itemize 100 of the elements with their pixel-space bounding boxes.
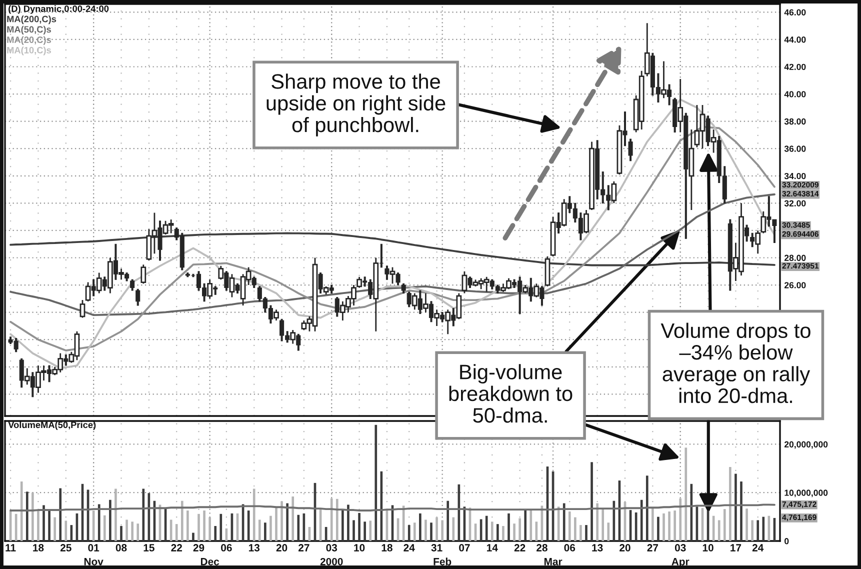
category-label: 03 2000 xyxy=(320,544,343,566)
bar xyxy=(270,516,272,541)
x-tick-label: 10 xyxy=(354,544,365,552)
y-tick-label: 40.00 xyxy=(784,91,806,98)
bar xyxy=(103,515,106,541)
annotation: Volume drops to –34% below average on rally into 20-dma. xyxy=(660,322,810,404)
bar xyxy=(485,516,488,541)
y-tick-label: 20,000,000 xyxy=(784,441,828,449)
bar xyxy=(574,517,576,541)
annotation: Sharp move to the upside on right side of punchbowl. xyxy=(266,74,446,136)
bar xyxy=(286,503,288,541)
bar xyxy=(508,513,510,541)
bar xyxy=(374,424,378,541)
bar xyxy=(275,508,278,541)
x-tick-label: 28 xyxy=(536,544,548,552)
bar xyxy=(424,520,427,541)
bar xyxy=(192,532,194,541)
bar xyxy=(530,510,532,541)
x-tick-label: 06 xyxy=(564,544,576,552)
y-tick-label: 0 xyxy=(784,538,789,544)
bar xyxy=(347,504,350,541)
x-tick-label: 14 xyxy=(487,544,498,552)
bar xyxy=(502,526,504,541)
bar xyxy=(607,522,610,541)
bar xyxy=(131,522,134,541)
bar xyxy=(723,509,726,541)
line-series xyxy=(10,232,776,266)
bar xyxy=(585,525,588,541)
bar xyxy=(413,522,416,541)
bar xyxy=(568,511,571,541)
bar xyxy=(186,510,189,541)
bar xyxy=(20,481,23,541)
bar xyxy=(330,498,333,541)
x-tick-label: 24 xyxy=(404,544,415,552)
annotation: Big-volume breakdown to 50-dma. xyxy=(449,364,572,423)
text: MA(200,C)s xyxy=(7,16,56,24)
bar xyxy=(142,488,145,541)
bar xyxy=(37,510,40,541)
bar xyxy=(718,520,720,541)
x-tick-label: 27 xyxy=(298,544,310,552)
bar xyxy=(513,524,516,541)
x-tick-label: 13 xyxy=(248,544,260,552)
bar xyxy=(657,516,660,541)
bar xyxy=(342,509,344,541)
bar xyxy=(640,500,643,541)
bar xyxy=(292,496,294,541)
x-tick-label: 20 xyxy=(276,544,288,552)
bar xyxy=(48,510,50,541)
bar xyxy=(679,498,682,541)
candlestick xyxy=(80,299,86,318)
x-tick-label: 07 xyxy=(459,544,470,552)
bar xyxy=(264,522,266,541)
bar xyxy=(220,514,222,541)
bar xyxy=(109,500,112,541)
bar xyxy=(746,508,748,541)
text: MA(20,C)s xyxy=(7,36,51,45)
bar xyxy=(762,516,765,541)
bar xyxy=(446,500,450,541)
y-tick-label: 46.00 xyxy=(784,9,806,16)
bar xyxy=(358,512,360,541)
y-tick-label: 10,000,000 xyxy=(784,490,828,498)
y-tick-label: 38.00 xyxy=(784,118,806,125)
bar xyxy=(208,517,211,541)
bar xyxy=(490,522,494,541)
candlestick xyxy=(140,264,146,284)
bar xyxy=(524,509,527,541)
bar xyxy=(59,488,62,541)
x-tick-label: Feb xyxy=(434,558,452,566)
bar xyxy=(98,504,100,541)
chart-title: VolumeMA(50,Price) xyxy=(8,421,96,430)
bar xyxy=(297,514,300,541)
text: MA(10,C)s xyxy=(7,46,51,56)
bar xyxy=(562,503,566,541)
x-tick-label: 27 xyxy=(647,544,658,552)
bar xyxy=(120,526,122,541)
x-tick-label: Dec xyxy=(200,558,220,566)
bar xyxy=(352,520,355,541)
x-tick-label: 08 xyxy=(116,544,127,552)
bar xyxy=(430,522,432,541)
x-tick-label: 10 xyxy=(702,544,714,552)
bar xyxy=(646,476,648,541)
x-tick-label: 15 xyxy=(144,544,154,552)
bar xyxy=(32,492,34,541)
bar xyxy=(590,462,593,541)
y-tick-label: 26.00 xyxy=(784,282,806,288)
bar xyxy=(252,488,256,541)
bar xyxy=(64,520,68,541)
bar xyxy=(740,481,742,541)
bar xyxy=(602,509,604,541)
x-tick-label: 20 xyxy=(620,544,630,552)
x-tick-label: 22 xyxy=(514,544,526,552)
x-tick-label: 11 xyxy=(6,544,16,552)
bar xyxy=(180,500,184,541)
y-tick-label: 42.00 xyxy=(784,64,806,70)
bar xyxy=(452,517,455,541)
bar xyxy=(729,466,732,541)
bar xyxy=(496,524,499,541)
x-tick-label: Mar xyxy=(544,558,562,566)
bar xyxy=(684,448,688,541)
x-tick-label: 25 xyxy=(60,544,72,552)
